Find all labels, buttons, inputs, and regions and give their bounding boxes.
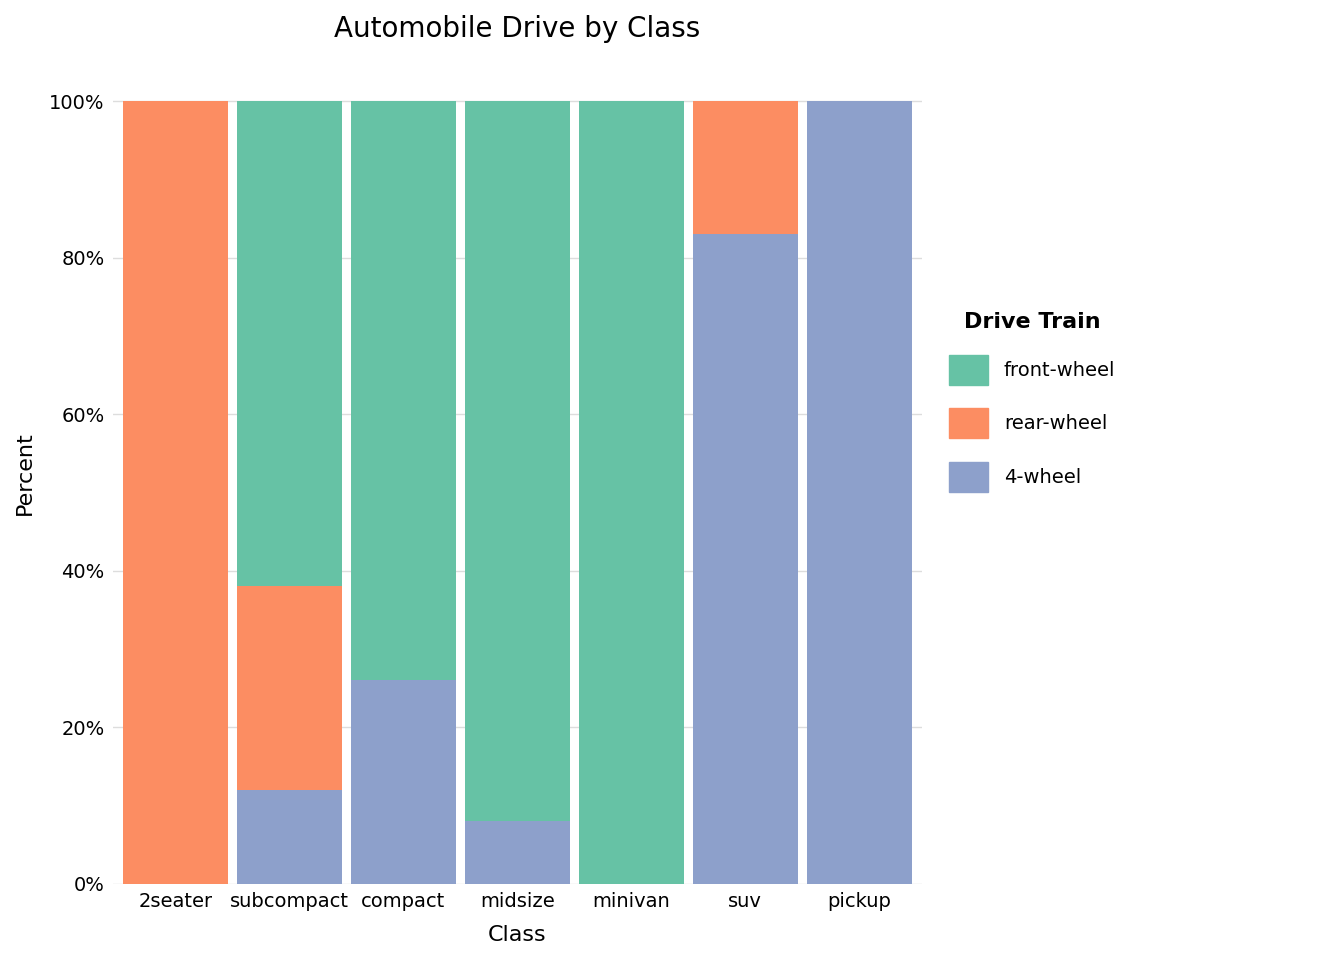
X-axis label: Class: Class <box>488 925 547 945</box>
Title: Automobile Drive by Class: Automobile Drive by Class <box>335 15 700 43</box>
Legend: front-wheel, rear-wheel, 4-wheel: front-wheel, rear-wheel, 4-wheel <box>939 301 1125 501</box>
Bar <box>237 790 341 884</box>
Bar <box>237 101 341 587</box>
Bar <box>692 234 797 884</box>
Bar <box>465 101 570 821</box>
Bar <box>237 587 341 790</box>
Bar <box>124 101 228 884</box>
Bar <box>692 101 797 234</box>
Bar <box>351 681 456 884</box>
Bar <box>806 101 911 884</box>
Bar <box>465 821 570 884</box>
Y-axis label: Percent: Percent <box>15 431 35 515</box>
Bar <box>579 101 684 884</box>
Bar <box>351 101 456 681</box>
